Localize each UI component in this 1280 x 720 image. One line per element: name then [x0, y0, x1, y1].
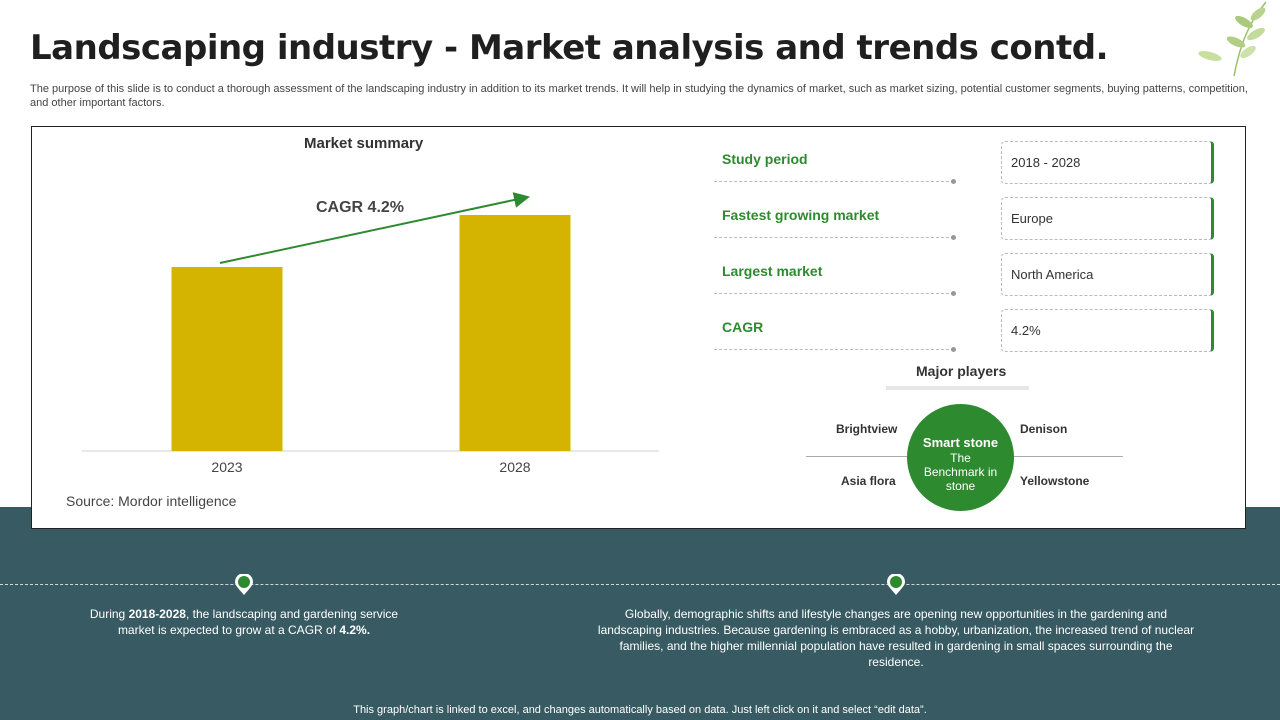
major-players-title: Major players	[916, 363, 1007, 379]
metric-value-cagr: 4.2%	[1001, 309, 1214, 352]
metric-label-cagr: CAGR	[722, 319, 764, 335]
metric-dot	[951, 235, 956, 240]
chart-bar-2023[interactable]	[171, 267, 283, 451]
right-note: Globally, demographic shifts and lifesty…	[597, 607, 1195, 669]
left-note-period: 2018-2028	[128, 607, 186, 621]
market-summary-chart[interactable]: 2023 2028 CAGR 4.2%	[32, 127, 672, 530]
left-note-text: , the landscaping and gardening service …	[117, 607, 399, 637]
metric-divider	[714, 181, 954, 182]
chart-source: Source: Mordor intelligence	[66, 493, 237, 509]
player-top-left: Brightview	[836, 422, 898, 436]
metric-value-fastest-growing: Europe	[1001, 197, 1214, 240]
left-note: During 2018-2028, the landscaping and ga…	[70, 606, 418, 638]
left-note-text: During	[89, 607, 129, 621]
chart-bar-2028[interactable]	[459, 215, 571, 451]
major-player-center-circle: Smart stone The Benchmark in stone	[907, 404, 1014, 511]
metric-dot	[951, 347, 956, 352]
band-dashed-line	[0, 584, 1280, 585]
metric-divider	[714, 293, 954, 294]
leaf-decoration-icon	[1198, 1, 1267, 77]
player-top-right: Denison	[1020, 422, 1068, 436]
x-tick-label: 2023	[211, 459, 242, 475]
market-card: 2023 2028 CAGR 4.2% Market summary Source:…	[31, 126, 1246, 529]
metric-label-fastest-growing: Fastest growing market	[722, 207, 880, 223]
player-bottom-left: Asia flora	[841, 474, 896, 488]
cagr-arrow-icon	[219, 192, 530, 264]
footer-note: This graph/chart is linked to excel, and…	[353, 704, 927, 716]
center-player-tagline: The Benchmark in stone	[923, 451, 998, 493]
metric-dot	[951, 179, 956, 184]
x-tick-label: 2028	[499, 459, 530, 475]
left-note-cagr: 4.2%.	[339, 623, 371, 637]
location-pin-icon	[235, 574, 253, 595]
page-subtitle: The purpose of this slide is to conduct …	[30, 83, 1248, 109]
center-player-name: Smart stone	[922, 435, 999, 450]
major-players-underline	[886, 386, 1029, 390]
cagr-annotation: CAGR 4.2%	[316, 199, 404, 216]
metric-dot	[951, 291, 956, 296]
metric-value-largest-market: North America	[1001, 253, 1214, 296]
player-bottom-right: Yellowstone	[1020, 474, 1090, 488]
metric-label-study-period: Study period	[722, 151, 808, 167]
location-pin-icon	[887, 574, 905, 595]
metric-label-largest-market: Largest market	[722, 263, 823, 279]
page-title: Landscaping industry - Market analysis a…	[30, 28, 1108, 68]
bottom-band	[0, 507, 1280, 720]
metric-divider	[714, 237, 954, 238]
chart-title: Market summary	[304, 135, 424, 152]
metric-divider	[714, 349, 954, 350]
metric-value-study-period: 2018 - 2028	[1001, 141, 1214, 184]
